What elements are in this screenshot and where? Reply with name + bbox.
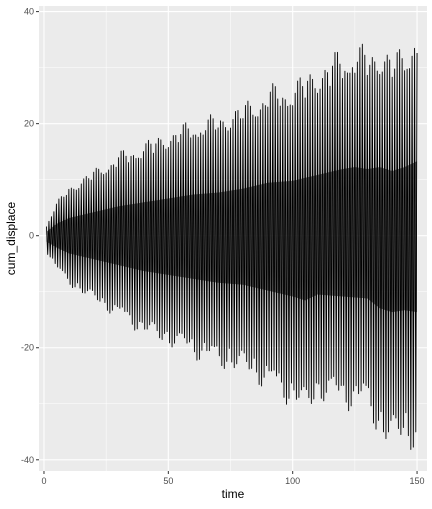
x-tick-label: 150 xyxy=(410,476,425,486)
y-axis: -40 -20 0 20 40 xyxy=(21,7,39,465)
series-layer xyxy=(46,43,418,450)
y-tick-label: 0 xyxy=(29,231,34,241)
series-core-band-0 xyxy=(46,161,418,313)
x-tick-label: 100 xyxy=(285,476,300,486)
x-axis: 0 50 100 150 xyxy=(41,471,425,486)
y-tick-label: 20 xyxy=(24,119,34,129)
y-tick-label: -20 xyxy=(21,343,34,353)
y-tick-label: 40 xyxy=(24,7,34,17)
y-tick-label: -40 xyxy=(21,455,34,465)
x-tick-label: 0 xyxy=(41,476,46,486)
y-axis-title: cum_displace xyxy=(4,201,18,275)
x-axis-title: time xyxy=(222,487,245,501)
x-tick-label: 50 xyxy=(163,476,173,486)
